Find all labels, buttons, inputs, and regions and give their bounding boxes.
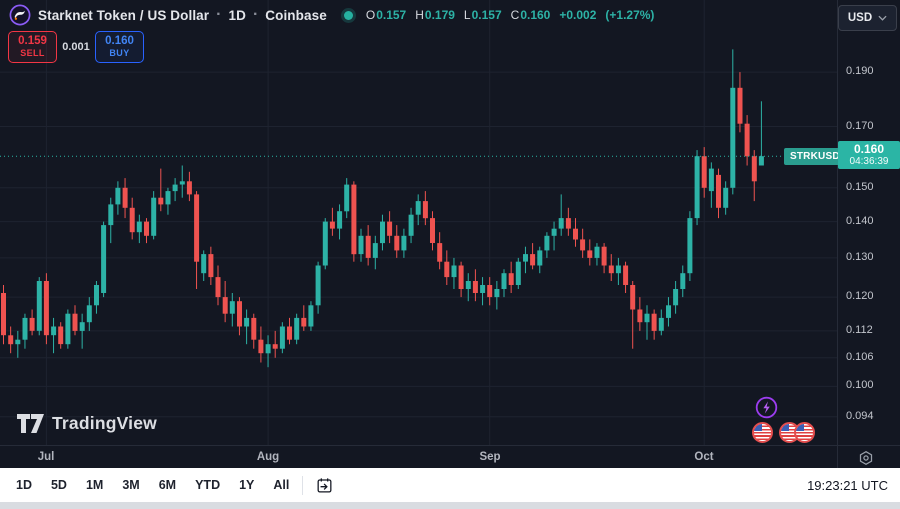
sell-button[interactable]: 0.159 SELL xyxy=(8,31,57,63)
date-range-switcher: 1D 5D 1M 3M 6M YTD 1Y All xyxy=(12,475,293,495)
symbol-price-badge: STRKUSD xyxy=(784,148,846,165)
range-button-1y[interactable]: 1Y xyxy=(239,478,255,492)
high-value: 0.179 xyxy=(424,8,455,22)
time-axis-label-aug: Aug xyxy=(256,451,280,463)
time-axis-label-oct: Oct xyxy=(694,451,714,463)
market-status-dot-icon[interactable] xyxy=(343,10,353,20)
live-price-value: 0.160 xyxy=(853,142,885,156)
symbol-badge-text: STRKUSD xyxy=(790,151,840,162)
exchange-label[interactable]: Coinbase xyxy=(265,7,327,23)
range-button-ytd[interactable]: YTD xyxy=(195,478,221,492)
time-axis-label-sep: Sep xyxy=(479,451,501,463)
ohlc-readout: O0.157 H0.179 L0.157 C0.160 +0.002 (+1.2… xyxy=(366,8,655,22)
close-label: C xyxy=(510,8,520,22)
change-value: +0.002 xyxy=(559,8,597,22)
range-button-1d[interactable]: 1D xyxy=(16,478,32,492)
change-percent: (+1.27%) xyxy=(605,8,655,22)
buy-button[interactable]: 0.160 BUY xyxy=(95,31,144,63)
bottom-toolbar: 1D 5D 1M 3M 6M YTD 1Y All 19:23:21 UTC xyxy=(0,468,900,502)
live-price-label: 0.160 04:36:39 xyxy=(838,141,900,169)
tradingview-logo-icon xyxy=(17,414,44,433)
range-button-3m[interactable]: 3M xyxy=(122,478,140,492)
price-axis-label: 0.106 xyxy=(846,351,874,363)
chevron-down-icon xyxy=(878,15,887,21)
axis-corner-divider xyxy=(837,446,838,469)
high-label: H xyxy=(415,8,424,22)
symbol-title[interactable]: Starknet Token / US Dollar xyxy=(38,7,210,23)
price-axis-label: 0.140 xyxy=(846,215,874,227)
interval-label[interactable]: 1D xyxy=(228,7,246,23)
range-button-5d[interactable]: 5D xyxy=(50,478,67,492)
toolbar-divider xyxy=(302,475,304,495)
sell-price: 0.159 xyxy=(18,35,47,48)
price-axis-label: 0.094 xyxy=(846,410,874,422)
bar-close-countdown: 04:36:39 xyxy=(849,156,889,167)
us-economic-event-group[interactable] xyxy=(779,422,815,443)
price-axis-label: 0.112 xyxy=(846,324,873,336)
currency-dropdown[interactable]: USD xyxy=(838,5,897,31)
sell-label: SELL xyxy=(20,48,45,59)
chart-header: Starknet Token / US Dollar · 1D · Coinba… xyxy=(0,0,654,30)
candlestick-chart[interactable] xyxy=(0,0,837,445)
crypto-event-lightning-icon[interactable] xyxy=(755,396,778,424)
settings-gear-icon[interactable] xyxy=(857,449,875,467)
range-button-6m[interactable]: 6M xyxy=(158,478,177,492)
range-button-all[interactable]: All xyxy=(273,478,290,492)
price-axis-label: 0.130 xyxy=(846,251,874,263)
buy-price: 0.160 xyxy=(105,35,134,48)
us-flag-icon xyxy=(794,422,815,443)
spread-value: 0.001 xyxy=(62,41,90,53)
go-to-date-calendar-icon[interactable] xyxy=(313,474,336,497)
starknet-logo-icon[interactable] xyxy=(9,4,31,26)
price-axis-label: 0.150 xyxy=(846,181,874,193)
price-axis-label: 0.170 xyxy=(846,120,874,132)
us-flag-icon xyxy=(752,422,773,443)
price-axis-label: 0.120 xyxy=(846,290,874,302)
open-value: 0.157 xyxy=(376,8,407,22)
close-value: 0.160 xyxy=(520,8,551,22)
currency-value: USD xyxy=(847,12,873,24)
range-button-1m[interactable]: 1M xyxy=(85,478,104,492)
price-axis-label: 0.100 xyxy=(846,379,874,391)
tradingview-watermark-text: TradingView xyxy=(52,413,157,433)
time-axis[interactable]: Jul Aug Sep Oct xyxy=(0,445,900,469)
low-value: 0.157 xyxy=(471,8,502,22)
bottom-strip xyxy=(0,502,900,509)
open-label: O xyxy=(365,8,376,22)
price-axis-label: 0.190 xyxy=(846,65,874,77)
trade-panel: 0.159 SELL 0.001 0.160 BUY xyxy=(8,31,144,63)
low-label: L xyxy=(463,8,471,22)
title-separator: · xyxy=(216,6,222,23)
utc-clock[interactable]: 19:23:21 UTC xyxy=(807,477,888,493)
time-axis-label-jul: Jul xyxy=(37,451,55,463)
buy-label: BUY xyxy=(109,48,130,59)
tradingview-watermark[interactable]: TradingView xyxy=(17,413,157,434)
price-axis[interactable]: 0.190 0.170 0.150 0.140 0.130 0.120 0.112 0.106… xyxy=(837,0,900,445)
title-separator: · xyxy=(252,6,259,23)
us-economic-event-icon[interactable] xyxy=(752,422,773,443)
